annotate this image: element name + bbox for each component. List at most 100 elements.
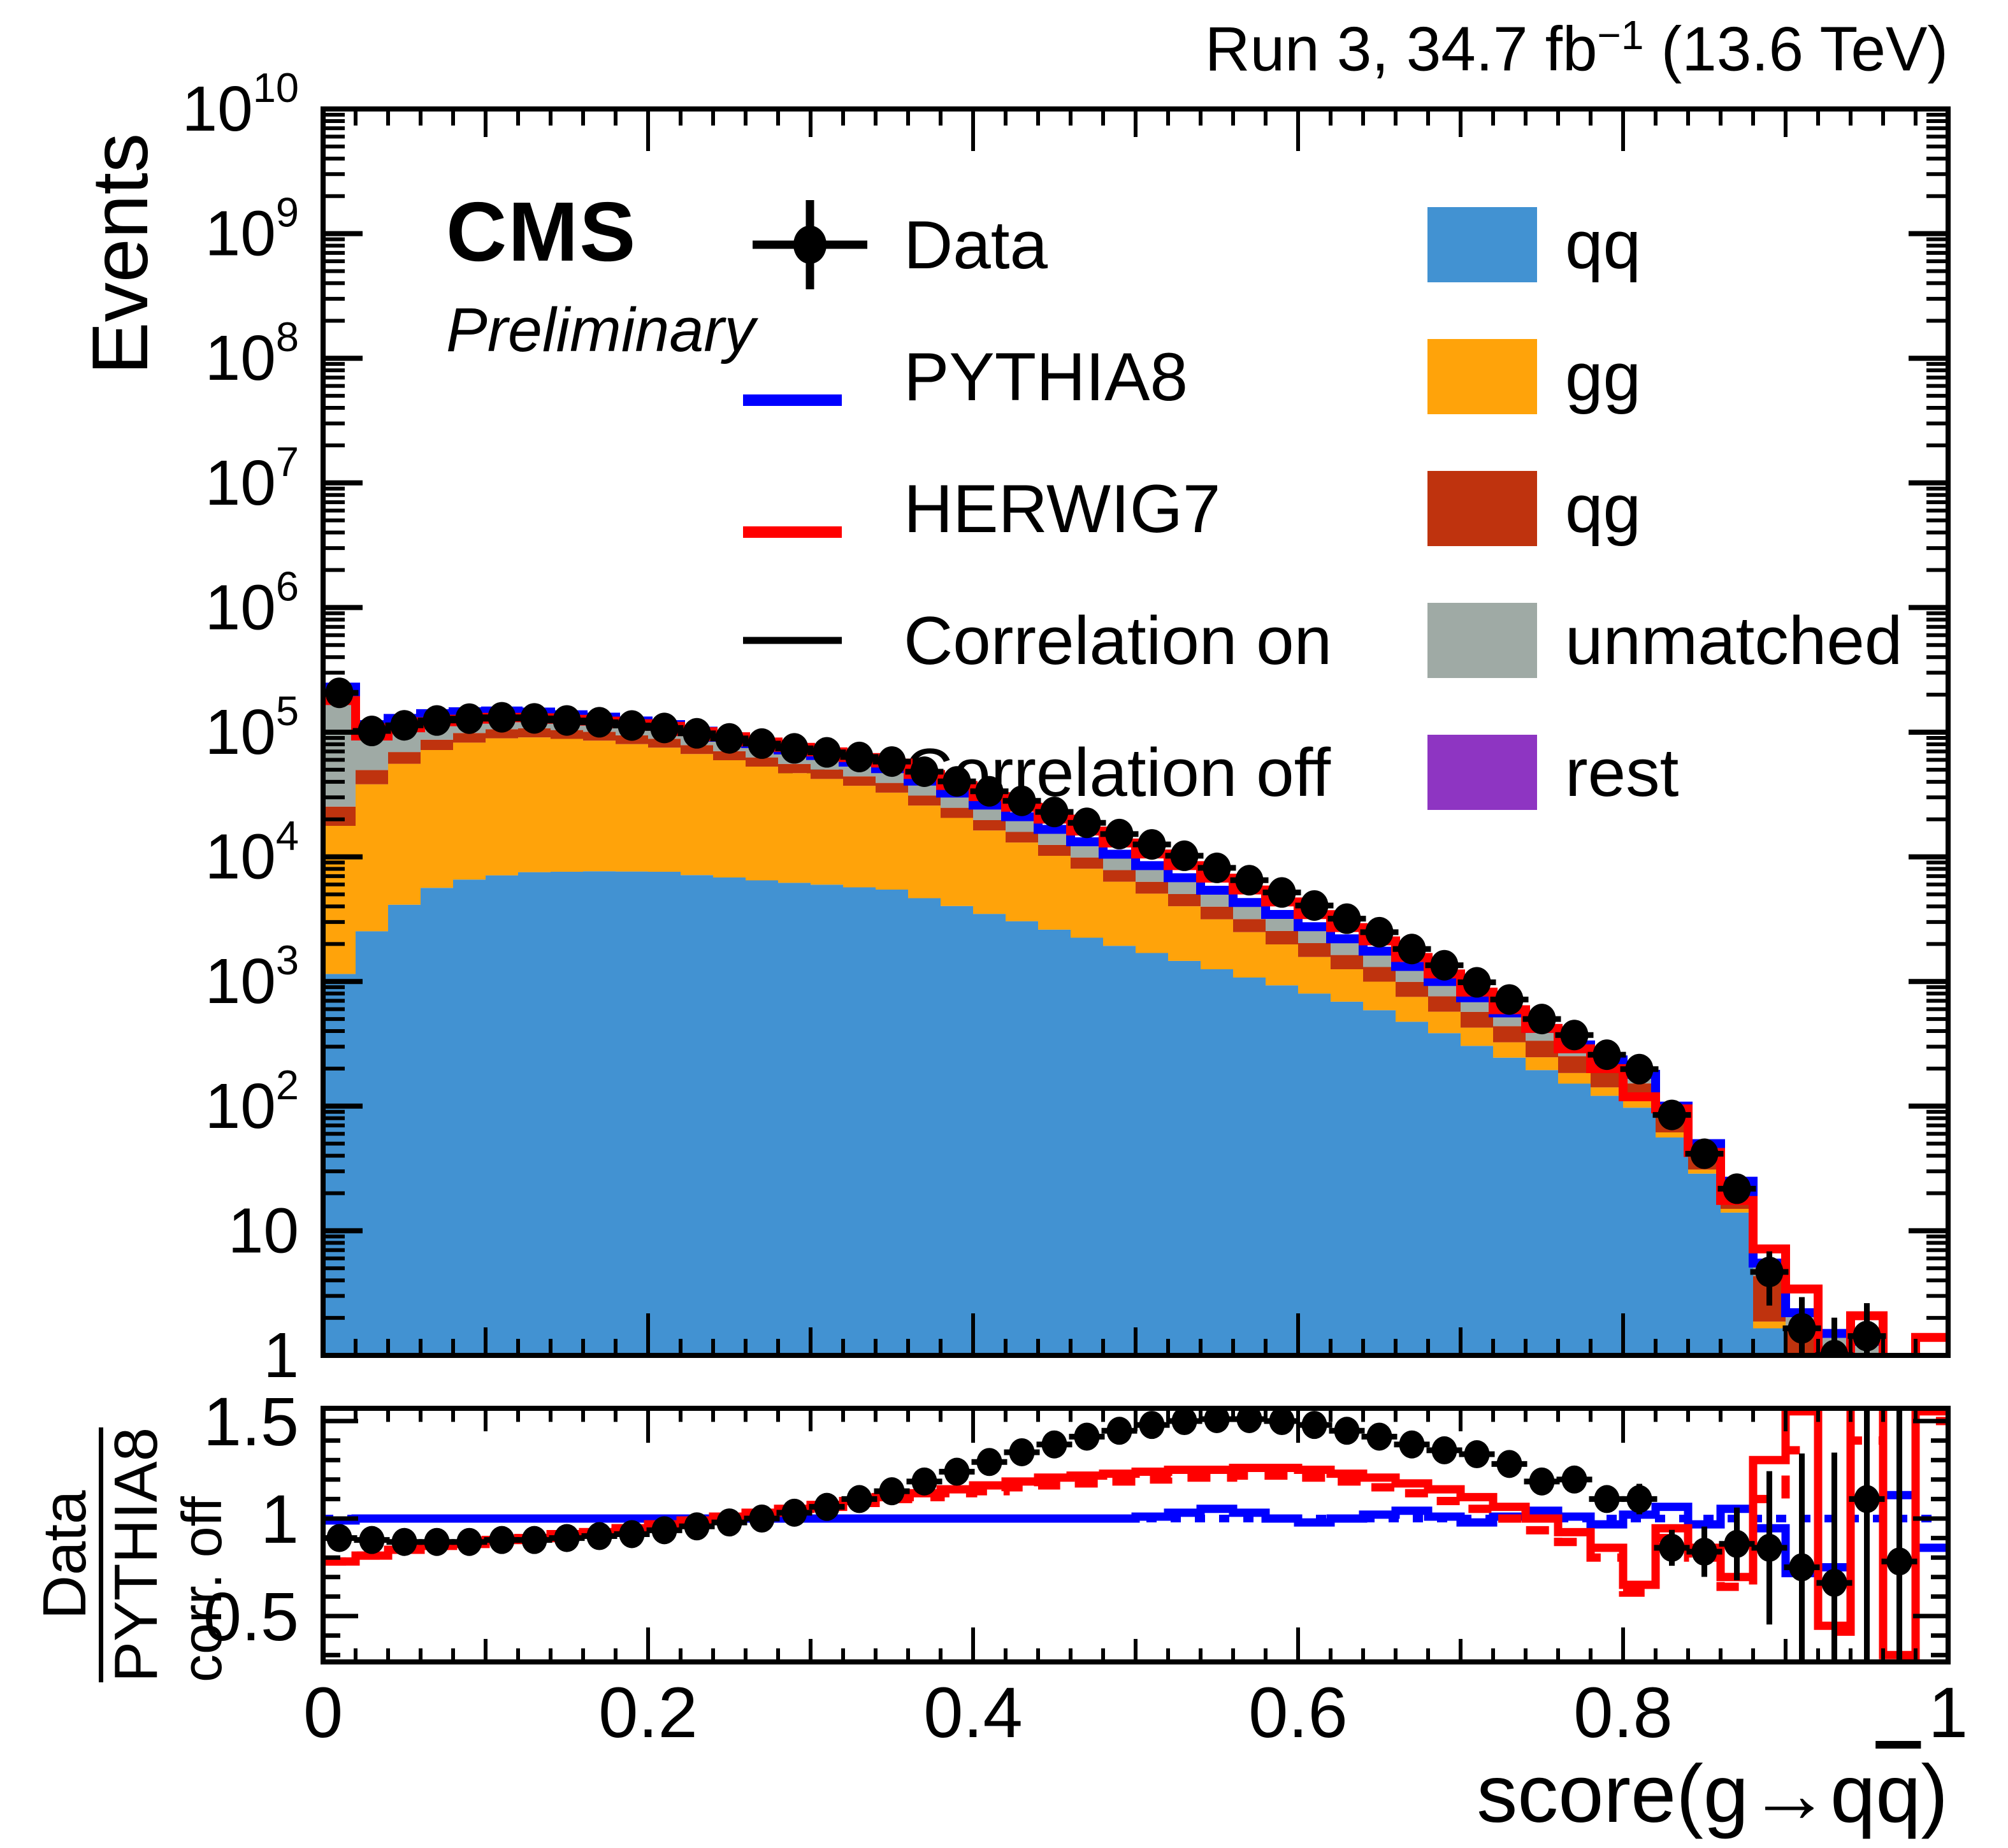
- data-point: [1008, 785, 1036, 816]
- y-tick-label: 1: [263, 1320, 299, 1391]
- data-point: [1040, 797, 1069, 828]
- ratio-data-point: [1269, 1408, 1295, 1435]
- legend-label: HERWIG7: [904, 470, 1221, 547]
- main-panel: [323, 677, 1948, 1355]
- legend-item-herwig7: HERWIG7: [730, 442, 1332, 574]
- ratio-data-point: [1789, 1553, 1815, 1582]
- data-point: [1268, 877, 1296, 908]
- stack-gg: [323, 737, 1786, 1355]
- ratio-data-point: [456, 1527, 482, 1556]
- ratio-data-point: [391, 1527, 417, 1556]
- data-point: [390, 710, 419, 741]
- data-point: [878, 746, 906, 777]
- data-point: [1300, 890, 1329, 921]
- data-point: [1105, 818, 1134, 849]
- data-point: [1170, 840, 1199, 871]
- correlation-on-line-icon: [743, 637, 842, 644]
- legend-series: Data PYTHIA8 HERWIG7 Correlation on Corr…: [730, 178, 1332, 838]
- ratio-data-point: [1204, 1408, 1230, 1433]
- ratio-data-point: [1724, 1529, 1750, 1558]
- legend-label: qq: [1565, 206, 1642, 283]
- data-point: [1788, 1313, 1816, 1344]
- ratio-data-point: [1561, 1465, 1587, 1494]
- data-point: [1755, 1256, 1784, 1287]
- data-point: [943, 766, 971, 797]
- ratio-data-point: [651, 1516, 677, 1545]
- data-point: [1723, 1173, 1751, 1204]
- data-point: [845, 741, 874, 772]
- data-point: [488, 702, 516, 733]
- ratio-data-point: [1301, 1411, 1327, 1440]
- data-point: [1690, 1138, 1719, 1169]
- data-point: [975, 776, 1004, 807]
- x-title-qbar: q: [1875, 1749, 1921, 1840]
- qq-swatch: [1427, 206, 1537, 282]
- ratio-data-point: [1529, 1467, 1555, 1496]
- lumi-header: Run 3, 34.7 fb−1 (13.6 TeV): [1205, 11, 1948, 85]
- ratio-data-point: [554, 1524, 580, 1552]
- data-point: [748, 728, 776, 759]
- x-tick-label: 0.8: [1573, 1673, 1673, 1752]
- ratio-tick-label: 0.5: [203, 1578, 299, 1655]
- ratio-data-point: [1399, 1430, 1425, 1459]
- ratio-data-point: [1171, 1408, 1197, 1435]
- legend-samples: qq gg qg unmatched rest: [1427, 178, 1902, 838]
- y-tick-label: 109: [205, 189, 299, 270]
- ratio-data-point: [521, 1526, 547, 1554]
- legend-label: Correlation on: [904, 602, 1333, 679]
- unmatched-swatch: [1427, 602, 1537, 678]
- data-point: [1333, 903, 1361, 934]
- gg-swatch: [1427, 338, 1537, 414]
- data-point: [618, 710, 646, 741]
- x-tick-label: 1: [1928, 1673, 1968, 1752]
- ratio-data-point: [1139, 1411, 1165, 1440]
- data-point: [1820, 1339, 1849, 1355]
- data-point: [780, 733, 809, 764]
- ratio-data-point: [814, 1492, 840, 1521]
- lumi-suffix: (13.6 TeV): [1643, 13, 1948, 84]
- legend-item-gg: gg: [1427, 310, 1902, 442]
- ratio-data-point: [1854, 1485, 1880, 1513]
- data-point: [1463, 967, 1491, 998]
- y-tick-label: 102: [205, 1062, 299, 1142]
- ratio-data-point: [879, 1477, 905, 1506]
- data-point: [715, 723, 744, 754]
- legend-item-correlation-on: Correlation on: [730, 574, 1332, 706]
- ratio-data-point: [1496, 1450, 1522, 1478]
- ratio-data-point: [1756, 1533, 1782, 1562]
- data-point: [585, 707, 614, 738]
- data-point: [1560, 1020, 1589, 1051]
- y-tick-label: 108: [205, 314, 299, 394]
- lumi-exponent: −1: [1597, 12, 1644, 58]
- data-point: [1495, 984, 1524, 1015]
- y-tick-label: 104: [205, 812, 299, 893]
- legend-label: Data: [904, 206, 1048, 283]
- data-point: [1658, 1099, 1686, 1130]
- ratio-data-point: [1821, 1568, 1847, 1597]
- data-point-icon: [753, 199, 867, 289]
- ratio-data-point: [749, 1505, 775, 1533]
- pythia8-line-icon: [743, 394, 842, 406]
- y-tick-label: 10: [228, 1195, 299, 1266]
- data-point: [1365, 916, 1394, 948]
- data-point: [1593, 1039, 1621, 1071]
- ratio-data-point: [1659, 1533, 1685, 1562]
- qg-swatch: [1427, 470, 1537, 546]
- data-point: [1235, 865, 1264, 896]
- data-point: [1398, 934, 1426, 965]
- x-title-prefix: score(g→q: [1477, 1749, 1876, 1840]
- ratio-data-point: [781, 1498, 807, 1527]
- ratio-tick-label: 1.5: [203, 1383, 299, 1460]
- ratio-data-point: [944, 1457, 970, 1486]
- data-point: [520, 703, 549, 734]
- legend-label: PYTHIA8: [904, 338, 1188, 415]
- y-tick-label: 105: [205, 688, 299, 768]
- legend-label: rest: [1565, 733, 1679, 811]
- ratio-data-point: [911, 1467, 937, 1496]
- data-point: [813, 737, 841, 768]
- ratio-data-point: [1691, 1538, 1717, 1566]
- ratio-data-point: [359, 1526, 385, 1554]
- preliminary-label: Preliminary: [446, 295, 756, 365]
- ratio-data-point: [1464, 1440, 1490, 1469]
